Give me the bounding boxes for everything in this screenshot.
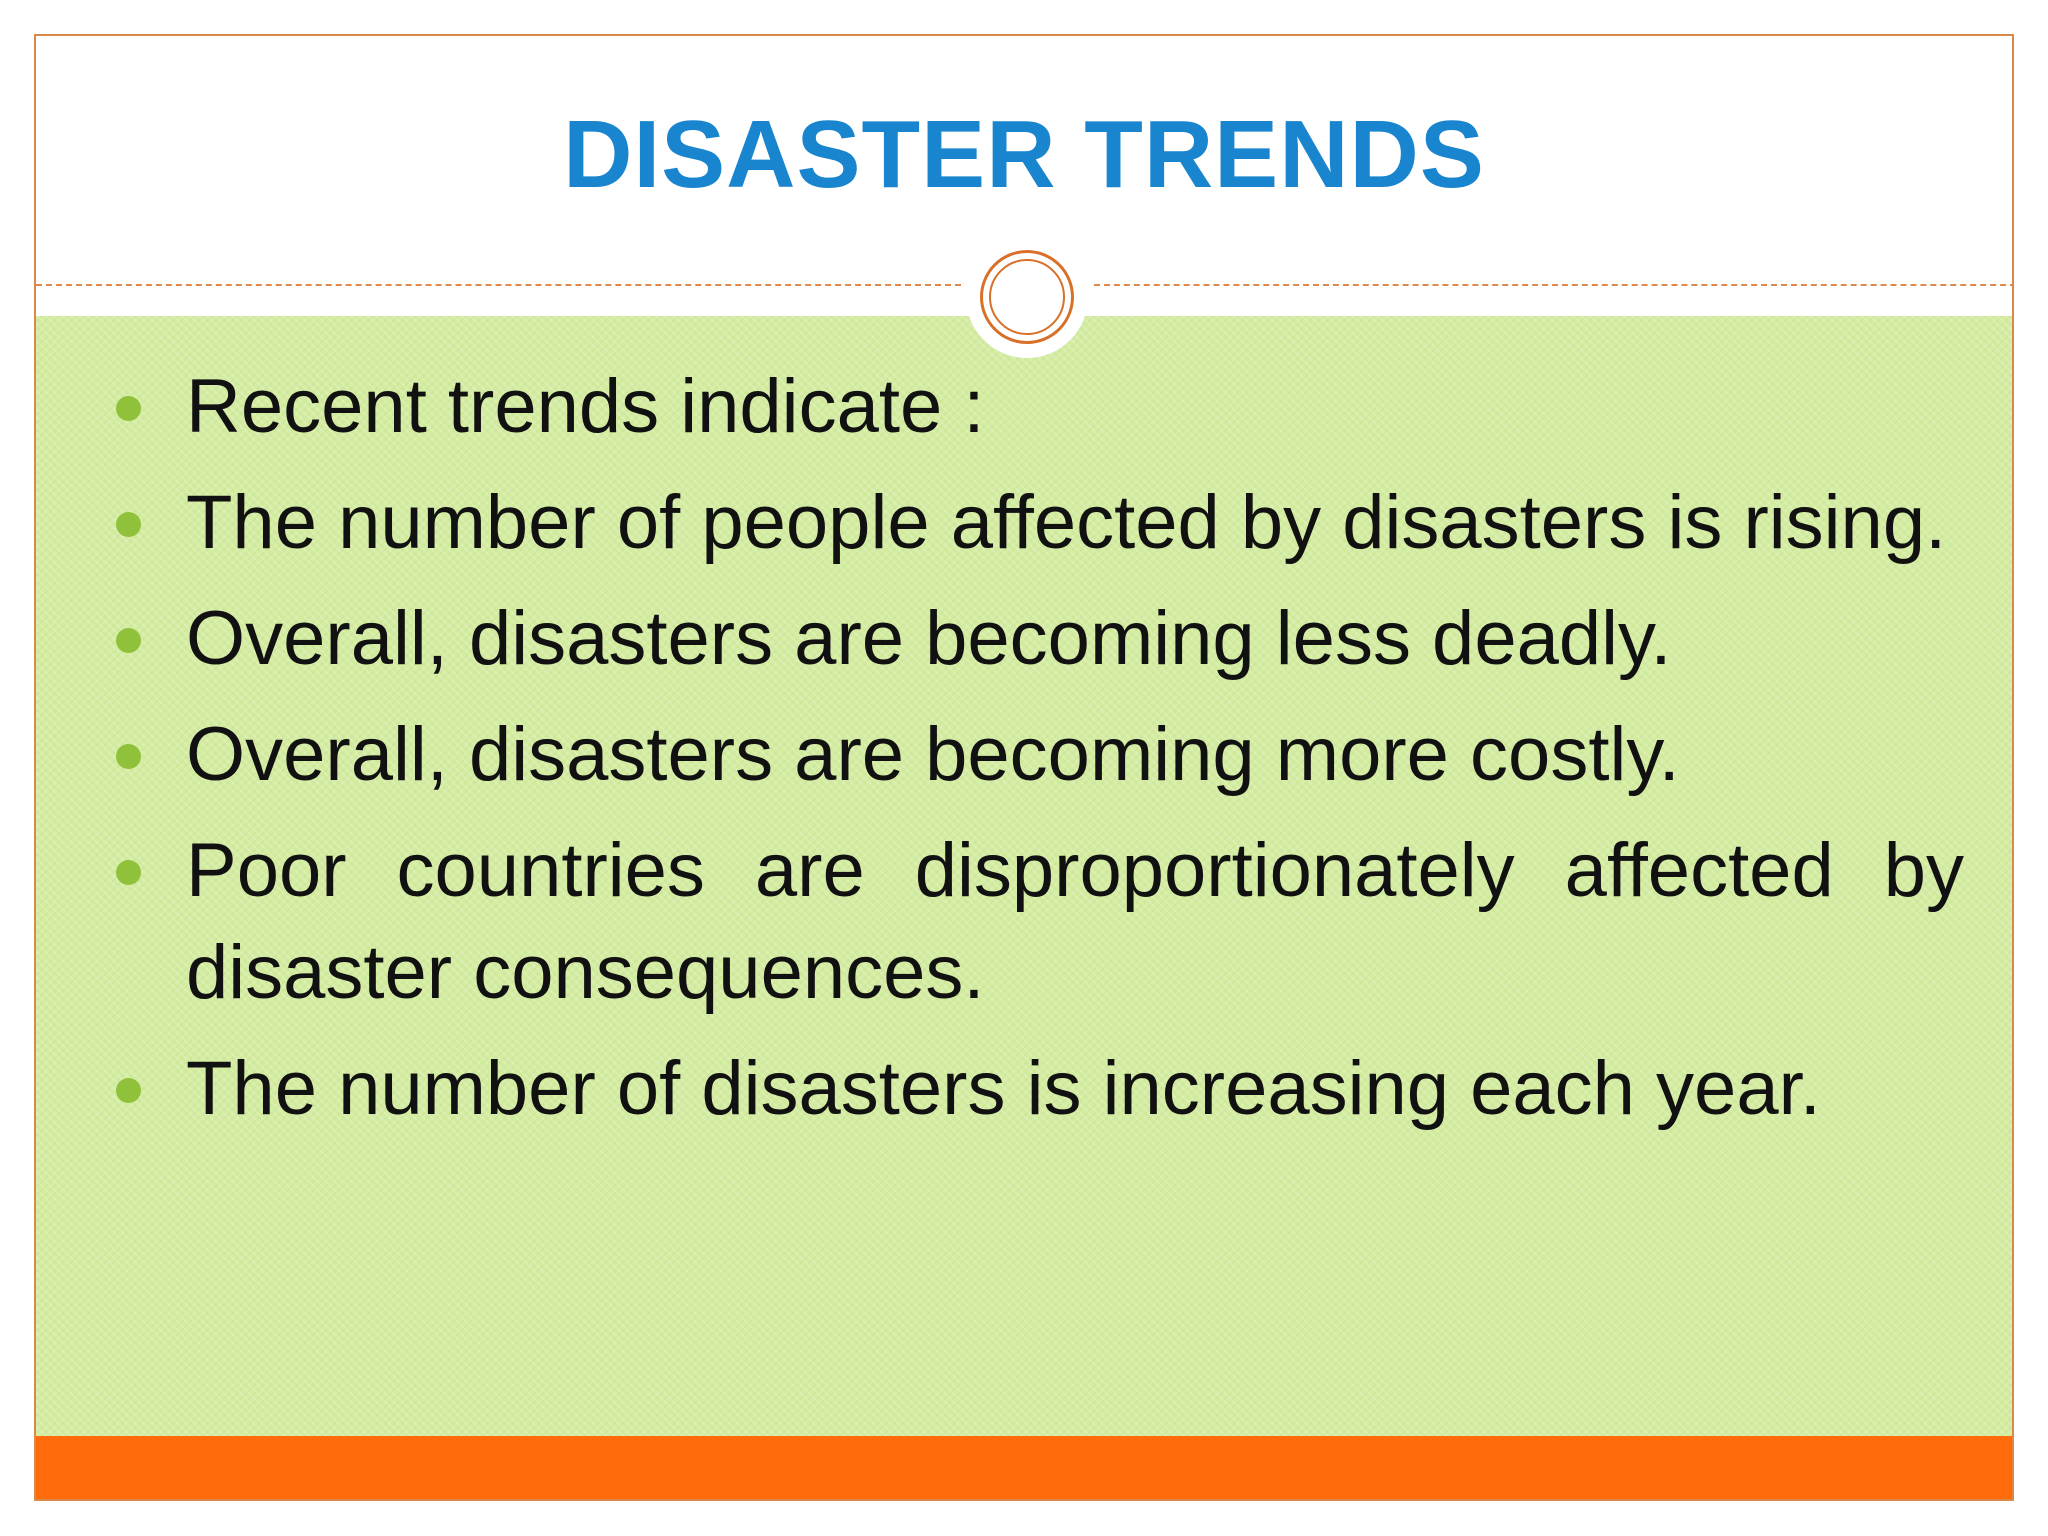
bullet-item: Overall, disasters are becoming more cos…: [96, 704, 1986, 806]
bullet-text: Overall, disasters are becoming more cos…: [186, 712, 1680, 797]
bullet-dot-icon: [116, 860, 141, 885]
circle-ornament-inner: [989, 259, 1065, 335]
bullet-dot-icon: [116, 396, 141, 421]
bullet-text: Overall, disasters are becoming less dea…: [186, 596, 1672, 681]
bullet-item: The number of disasters is increasing ea…: [96, 1038, 1986, 1140]
bullet-item: Recent trends indicate :: [96, 356, 1986, 458]
slide: DISASTER TRENDS Recent trends indicate :…: [34, 34, 2014, 1501]
bullet-text: The number of disasters is increasing ea…: [186, 1046, 1821, 1131]
bullet-text: Recent trends indicate :: [186, 364, 985, 449]
bullet-dot-icon: [116, 512, 141, 537]
bullet-dot-icon: [116, 1078, 141, 1103]
bullet-item: Poor countries are disproportionately af…: [96, 820, 1986, 1024]
bottom-accent-bar: [36, 1436, 2012, 1499]
bullet-dot-icon: [116, 744, 141, 769]
circle-ornament-icon: [980, 250, 1074, 344]
bullet-item: Overall, disasters are becoming less dea…: [96, 588, 1986, 690]
bullet-text: Poor countries are disproportionately af…: [186, 828, 1964, 1015]
bullet-dot-icon: [116, 628, 141, 653]
content-area: [36, 316, 2012, 1436]
slide-title: DISASTER TRENDS: [563, 101, 1485, 208]
divider-left: [36, 284, 961, 286]
bullet-list: Recent trends indicate : The number of p…: [96, 356, 1986, 1154]
bullet-item: The number of people affected by disaste…: [96, 472, 1986, 574]
divider-right: [1094, 284, 2012, 286]
bullet-text: The number of people affected by disaste…: [186, 480, 1947, 565]
